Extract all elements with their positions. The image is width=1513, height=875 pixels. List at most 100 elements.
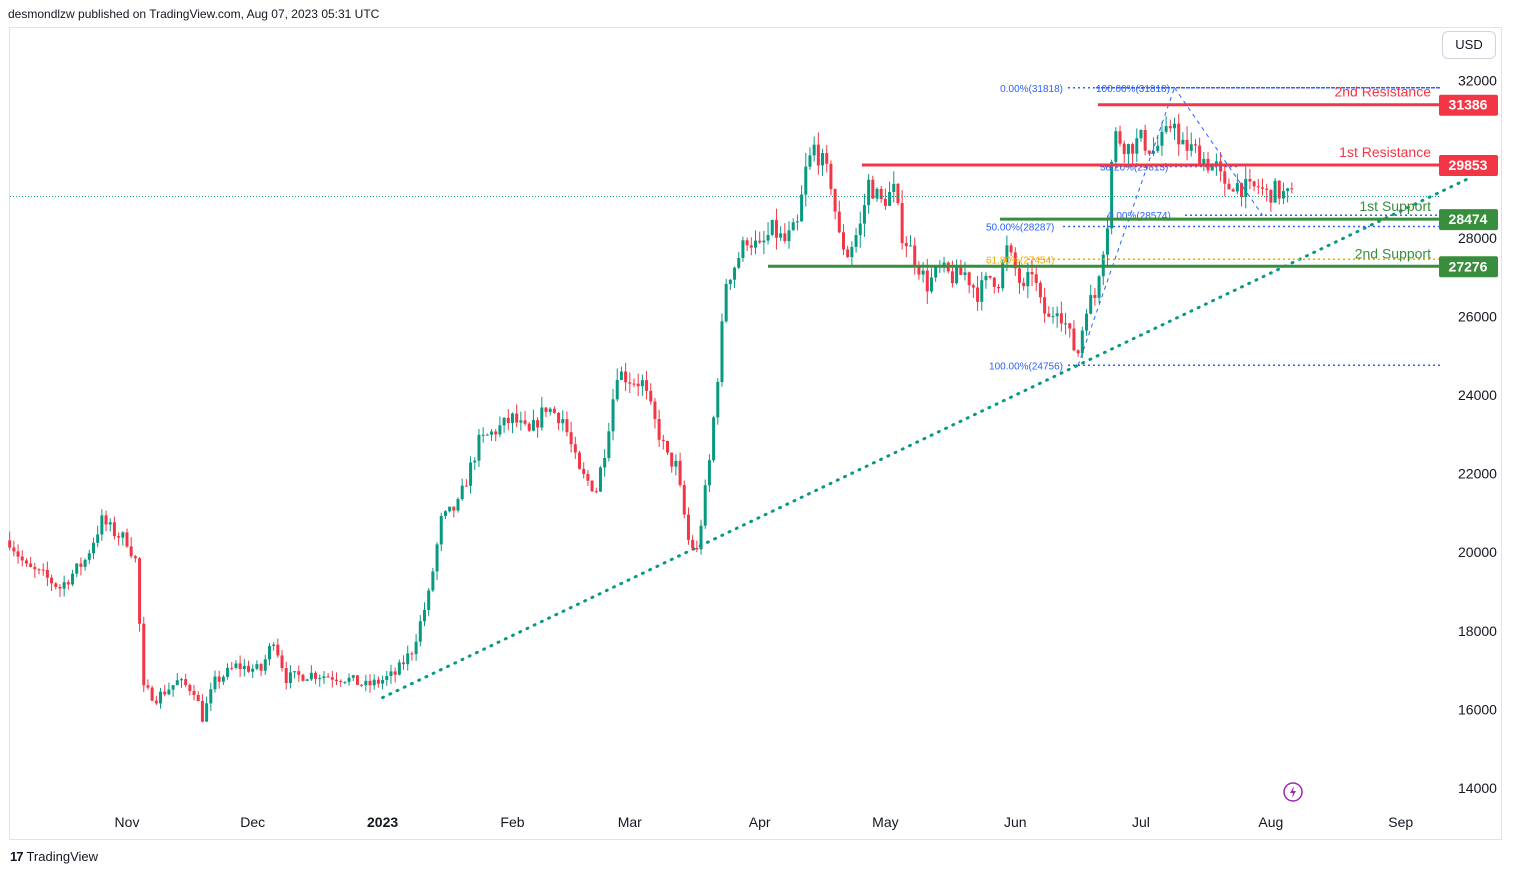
candle bbox=[611, 389, 615, 441]
candle bbox=[1252, 180, 1256, 192]
candle-body bbox=[339, 681, 343, 683]
candle bbox=[205, 696, 209, 722]
candle bbox=[150, 685, 154, 702]
candle-body bbox=[678, 460, 682, 486]
candle-body bbox=[288, 672, 292, 684]
candle bbox=[569, 421, 573, 453]
candle-body bbox=[322, 676, 326, 679]
candle bbox=[762, 230, 766, 255]
price-tag-text: 31386 bbox=[1449, 97, 1488, 113]
candle-body bbox=[473, 460, 477, 463]
candle bbox=[293, 670, 297, 679]
candle-body bbox=[754, 240, 757, 248]
time-tick-label: Dec bbox=[240, 814, 265, 830]
candle-body bbox=[737, 258, 741, 268]
candle-body bbox=[79, 563, 83, 567]
candle bbox=[661, 434, 665, 450]
candle-body bbox=[929, 277, 933, 292]
candle-body bbox=[791, 222, 795, 231]
currency-button[interactable]: USD bbox=[1442, 31, 1496, 59]
candle-body bbox=[29, 563, 33, 568]
candle bbox=[159, 687, 163, 709]
candle bbox=[1093, 287, 1097, 306]
candle-body bbox=[247, 665, 251, 672]
price-tag: 31386 bbox=[1439, 94, 1498, 116]
level-label: 1st Support bbox=[1359, 198, 1431, 214]
candle bbox=[247, 660, 251, 673]
candle bbox=[749, 237, 753, 256]
candle-body bbox=[71, 573, 75, 585]
candle bbox=[1097, 274, 1101, 304]
candle bbox=[66, 579, 70, 590]
candle-body bbox=[779, 233, 783, 238]
candle-body bbox=[460, 485, 464, 500]
candle-body bbox=[37, 569, 41, 571]
candle bbox=[1248, 168, 1252, 190]
candle-body bbox=[213, 676, 217, 690]
candle-body bbox=[1126, 144, 1130, 155]
candle-body bbox=[963, 272, 967, 275]
candle-body bbox=[129, 546, 133, 557]
candle-body bbox=[410, 653, 414, 655]
candle-body bbox=[1181, 139, 1185, 145]
candle-body bbox=[661, 439, 665, 442]
candle-body bbox=[615, 379, 619, 400]
candle bbox=[640, 374, 644, 397]
candle bbox=[531, 409, 535, 432]
candle-body bbox=[1193, 144, 1197, 146]
candle-body bbox=[959, 266, 963, 275]
candle-body bbox=[1265, 188, 1269, 190]
candle bbox=[670, 452, 674, 473]
lightning-icon bbox=[1283, 782, 1303, 802]
candle-body bbox=[1198, 145, 1202, 166]
candle-body bbox=[272, 644, 276, 646]
candle-body bbox=[347, 677, 351, 682]
price-tag-text: 29853 bbox=[1449, 157, 1488, 173]
candle-body bbox=[645, 380, 649, 391]
candle-body bbox=[309, 672, 313, 680]
support-resistance-levels: 2nd Resistance 31386 1st Resistance 29853 1s… bbox=[10, 84, 1498, 278]
candle bbox=[728, 279, 732, 291]
candle-body bbox=[284, 668, 288, 684]
candle bbox=[892, 171, 896, 203]
candle bbox=[699, 519, 703, 555]
candle-body bbox=[464, 485, 468, 487]
candle bbox=[142, 616, 146, 693]
candle bbox=[410, 651, 414, 661]
candle-body bbox=[833, 189, 837, 212]
candle bbox=[515, 404, 519, 428]
candle bbox=[1231, 187, 1235, 192]
candle bbox=[1080, 326, 1084, 359]
candle bbox=[238, 655, 242, 678]
candle-body bbox=[200, 701, 204, 722]
candle bbox=[1290, 182, 1294, 194]
candle bbox=[485, 433, 489, 436]
candle-body bbox=[452, 506, 456, 511]
candle-body bbox=[66, 582, 70, 585]
candle bbox=[1189, 132, 1193, 157]
candle-body bbox=[762, 240, 766, 243]
candle bbox=[833, 188, 837, 220]
candle-body bbox=[636, 383, 640, 387]
candle bbox=[259, 662, 263, 677]
candle bbox=[79, 557, 83, 576]
candle bbox=[716, 378, 720, 425]
candle-body bbox=[1072, 328, 1076, 351]
candle bbox=[129, 537, 133, 559]
candle bbox=[1273, 177, 1277, 203]
candle bbox=[402, 655, 406, 670]
lightning-bolt[interactable] bbox=[1290, 786, 1296, 798]
candle bbox=[267, 642, 271, 666]
candle-body bbox=[184, 679, 188, 686]
candle bbox=[464, 479, 468, 487]
chart-frame[interactable] bbox=[9, 27, 1502, 840]
candle-body bbox=[1089, 295, 1093, 314]
candle-body bbox=[192, 691, 196, 695]
candle-body bbox=[913, 245, 917, 265]
candle-body bbox=[50, 577, 54, 584]
candle-body bbox=[741, 240, 745, 259]
candle-body bbox=[1147, 150, 1151, 154]
candle bbox=[561, 410, 565, 432]
candle-body bbox=[175, 680, 179, 686]
